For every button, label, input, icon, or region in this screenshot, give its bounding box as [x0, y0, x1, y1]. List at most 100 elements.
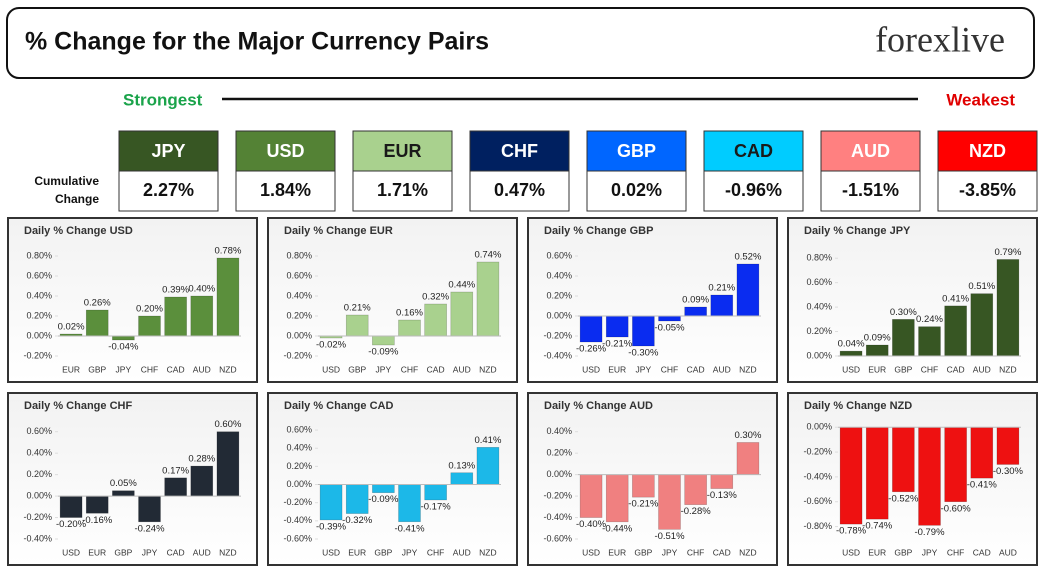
- currency-name: JPY: [151, 141, 185, 161]
- currency-name: GBP: [617, 141, 656, 161]
- data-label: 0.39%: [162, 285, 189, 296]
- x-tick-label: JPY: [662, 547, 678, 557]
- x-tick-label: EUR: [608, 547, 626, 557]
- data-label: 0.41%: [474, 435, 501, 446]
- data-label: 0.40%: [188, 284, 215, 295]
- bar: [944, 305, 967, 357]
- row-label: Change: [55, 192, 99, 206]
- y-tick-label: -0.40%: [543, 512, 572, 522]
- bar: [345, 314, 369, 337]
- data-label: 0.51%: [968, 281, 995, 292]
- header-box: [6, 7, 1035, 79]
- y-tick-label: -0.40%: [543, 350, 572, 360]
- weakest-label: Weakest: [946, 90, 1015, 109]
- data-label: -0.44%: [602, 523, 633, 534]
- y-tick-label: -0.60%: [283, 533, 312, 543]
- data-label: -0.13%: [707, 490, 738, 501]
- data-label: -0.52%: [888, 493, 919, 504]
- data-label: 0.41%: [942, 293, 969, 304]
- bar: [970, 426, 994, 479]
- x-tick-label: JPY: [922, 547, 938, 557]
- currency-value-box: [586, 170, 687, 212]
- bar: [85, 309, 109, 337]
- bar: [839, 350, 863, 357]
- x-tick-label: CAD: [427, 364, 445, 374]
- y-tick-label: 0.40%: [286, 443, 312, 453]
- bar: [996, 426, 1020, 465]
- bar: [190, 465, 214, 497]
- chart-title: Daily % Change JPY: [804, 225, 911, 237]
- data-label: 0.32%: [422, 292, 449, 303]
- currency-header: [118, 130, 219, 172]
- currency-value: -1.51%: [842, 180, 899, 200]
- currency-value: 2.27%: [143, 180, 194, 200]
- x-tick-label: JPY: [142, 547, 158, 557]
- bar: [372, 484, 395, 494]
- x-tick-label: EUR: [608, 364, 626, 374]
- data-label: 0.02%: [58, 322, 85, 333]
- data-label: -0.20%: [56, 519, 87, 530]
- bar: [918, 426, 941, 526]
- y-tick-label: 0.00%: [546, 469, 572, 479]
- bar: [112, 335, 135, 341]
- y-tick-label: -0.20%: [803, 446, 832, 456]
- x-tick-label: CAD: [687, 364, 705, 374]
- y-tick-label: -0.80%: [803, 521, 832, 531]
- x-tick-label: USD: [842, 547, 860, 557]
- data-label: -0.30%: [993, 466, 1024, 477]
- y-tick-label: 0.40%: [26, 290, 52, 300]
- y-tick-label: 0.60%: [26, 426, 52, 436]
- x-tick-label: GBP: [114, 547, 132, 557]
- x-tick-label: CHF: [947, 547, 964, 557]
- y-tick-label: 0.00%: [26, 330, 52, 340]
- y-tick-label: -0.20%: [543, 490, 572, 500]
- data-label: 0.21%: [344, 303, 371, 314]
- y-tick-label: 0.00%: [26, 490, 52, 500]
- y-tick-label: 0.60%: [286, 270, 312, 280]
- data-label: -0.41%: [967, 480, 998, 491]
- data-label: -0.39%: [316, 521, 347, 532]
- data-label: -0.05%: [654, 323, 685, 334]
- bar: [85, 495, 109, 514]
- x-tick-label: AUD: [999, 547, 1017, 557]
- x-tick-label: NZD: [219, 364, 236, 374]
- y-tick-label: 0.00%: [286, 330, 312, 340]
- bar: [710, 474, 734, 489]
- currency-value: -3.85%: [959, 180, 1016, 200]
- currency-value: 0.02%: [611, 180, 662, 200]
- x-tick-label: CAD: [167, 547, 185, 557]
- header-title: % Change for the Major Currency Pairs: [25, 28, 489, 56]
- y-tick-label: 0.20%: [546, 290, 572, 300]
- x-tick-label: AUD: [453, 364, 471, 374]
- x-tick-label: JPY: [376, 364, 392, 374]
- x-tick-label: AUD: [193, 364, 211, 374]
- currency-header: [352, 130, 453, 172]
- bar: [658, 315, 681, 322]
- bar: [996, 259, 1020, 357]
- y-tick-label: 0.60%: [546, 250, 572, 260]
- x-tick-label: USD: [62, 547, 80, 557]
- x-tick-label: CAD: [167, 364, 185, 374]
- data-label: 0.13%: [448, 460, 475, 471]
- x-tick-label: GBP: [348, 364, 366, 374]
- currency-value-box: [937, 170, 1038, 212]
- x-tick-label: EUR: [868, 364, 886, 374]
- bar: [736, 442, 760, 475]
- data-label: 0.78%: [214, 246, 241, 257]
- data-label: -0.30%: [628, 348, 659, 359]
- currency-name: NZD: [969, 141, 1006, 161]
- currency-name: AUD: [851, 141, 890, 161]
- bar: [216, 431, 240, 497]
- bar: [164, 477, 187, 497]
- y-tick-label: -0.60%: [803, 496, 832, 506]
- x-tick-label: CHF: [141, 364, 158, 374]
- x-tick-label: USD: [322, 547, 340, 557]
- currency-value-box: [118, 170, 219, 212]
- bar: [372, 335, 395, 346]
- bar: [605, 315, 629, 338]
- data-label: 0.05%: [110, 478, 137, 489]
- data-label: -0.04%: [108, 342, 139, 353]
- bar: [892, 319, 915, 357]
